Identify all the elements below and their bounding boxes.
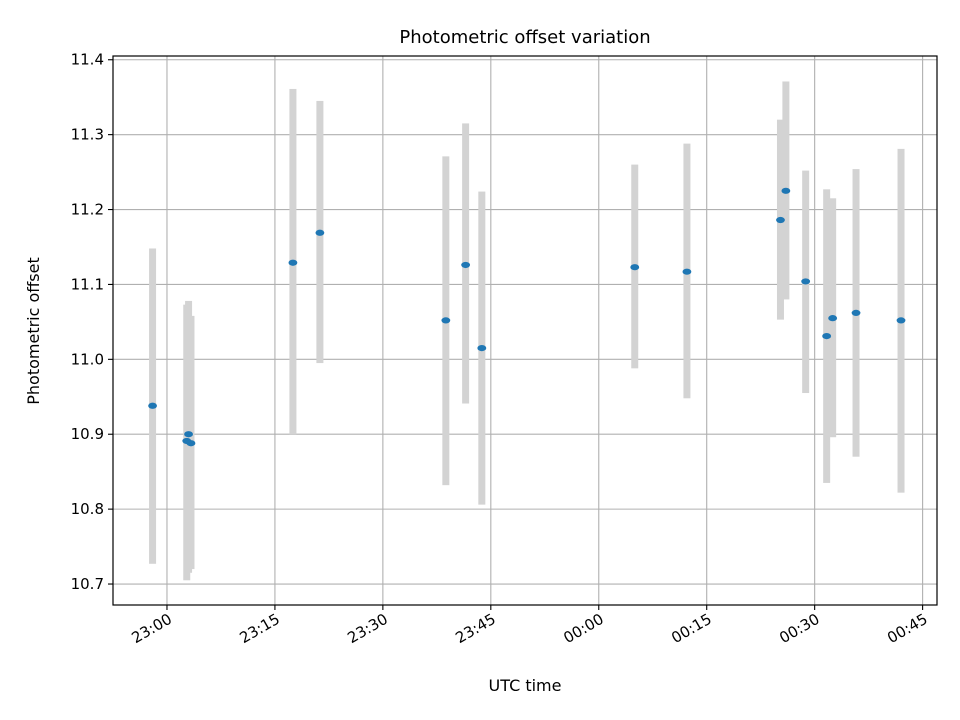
data-point — [148, 402, 157, 409]
data-point — [461, 261, 471, 269]
plot-frame — [112, 55, 938, 606]
y-tick-label: 11.0 — [71, 350, 104, 368]
x-axis-label: UTC time — [489, 676, 562, 695]
data-point — [822, 333, 832, 340]
y-tick-label: 11.1 — [71, 275, 104, 293]
data-point — [776, 216, 785, 224]
y-tick-label: 10.7 — [71, 575, 104, 593]
y-tick-label: 10.8 — [71, 500, 104, 518]
y-tick-label: 11.4 — [71, 51, 104, 69]
data-point — [630, 264, 640, 271]
data-point — [781, 187, 791, 194]
data-point — [315, 229, 325, 236]
data-point — [851, 309, 861, 316]
data-point — [682, 268, 692, 275]
data-point — [896, 317, 906, 324]
data-point — [828, 315, 838, 322]
data-point — [801, 278, 811, 285]
y-tick-label: 11.3 — [71, 126, 104, 144]
chart-title: Photometric offset variation — [399, 27, 650, 48]
grid-layer — [113, 56, 937, 605]
y-axis-label: Photometric offset — [24, 257, 43, 405]
y-tick-label: 10.9 — [71, 425, 104, 443]
data-point — [184, 431, 193, 438]
data-point — [288, 259, 298, 266]
data-point — [441, 317, 451, 324]
point-layer — [148, 187, 906, 447]
data-point — [186, 440, 196, 447]
data-point — [477, 345, 487, 352]
y-tick-label: 11.2 — [71, 201, 104, 219]
